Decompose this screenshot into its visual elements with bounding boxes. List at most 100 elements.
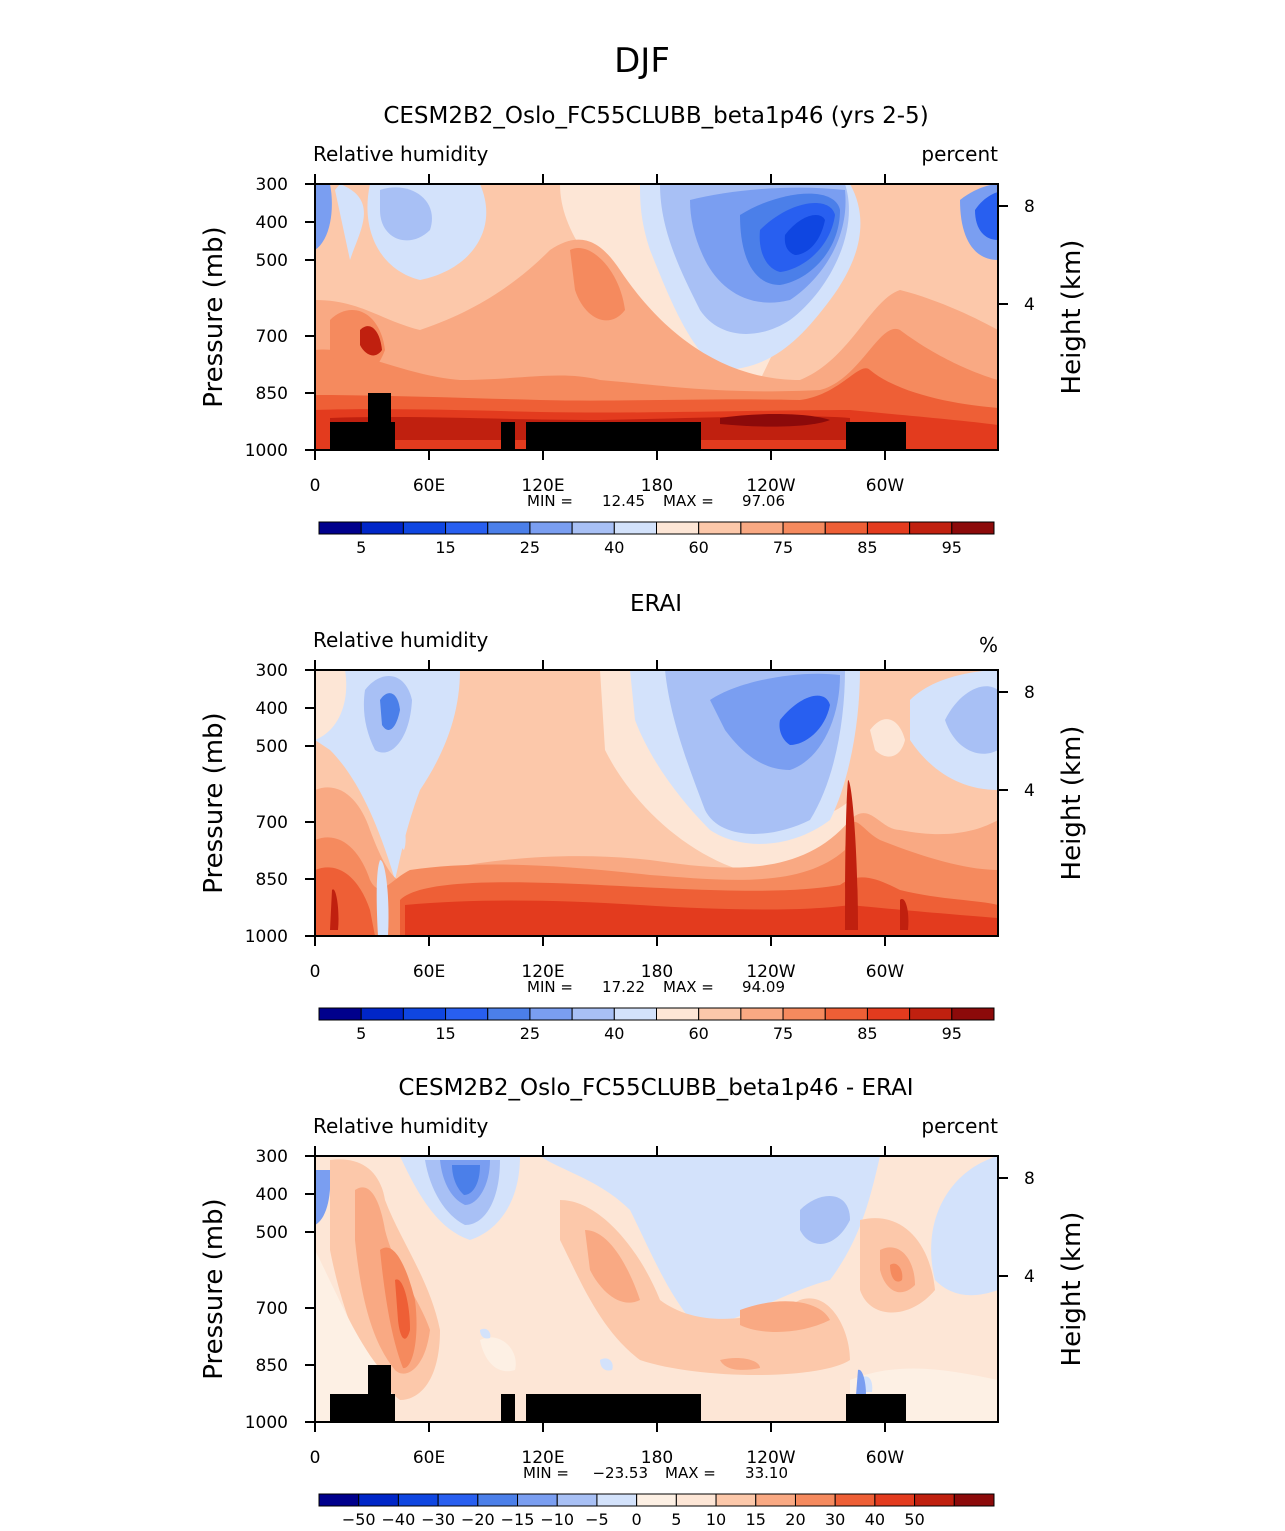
colorbar-box	[318, 1493, 360, 1507]
y-tick-label: 500	[256, 251, 288, 271]
contour-blue-darkest	[784, 215, 825, 255]
colorbar-label: 25	[520, 1024, 540, 1043]
y-tick-label: 700	[256, 1299, 288, 1319]
colorbar-label: −10	[540, 1510, 574, 1529]
colorbar-box	[953, 1493, 995, 1507]
max-label: MAX =	[663, 978, 714, 996]
min-value: 17.22	[602, 978, 645, 996]
x-tick-label: 180	[641, 476, 673, 496]
contour-pale-blue	[380, 187, 432, 241]
colorbar-box	[755, 1493, 796, 1507]
colorbar-box	[397, 1493, 439, 1507]
y2-tick-label: 4	[1024, 1267, 1035, 1287]
colorbar-label: 15	[435, 538, 455, 557]
panel-title: CESM2B2_Oslo_FC55CLUBB_beta1p46 - ERAI	[398, 1075, 913, 1101]
max-label: MAX =	[663, 492, 714, 510]
colorbar-box	[487, 1007, 531, 1021]
y-tick-label: 850	[256, 870, 288, 890]
x-tick-label: 120E	[521, 476, 564, 496]
colorbar-label: −15	[501, 1510, 535, 1529]
y-ticks	[305, 183, 1008, 451]
colorbar-box	[740, 521, 784, 535]
colorbar-box	[866, 1007, 911, 1021]
y-tick-label: 700	[256, 813, 288, 833]
y-tick-label: 400	[256, 213, 288, 233]
terrain-mask	[368, 1365, 391, 1395]
colorbar-box	[782, 521, 826, 535]
colorbar-box	[477, 1493, 519, 1507]
x-tick-label: 120E	[521, 1448, 564, 1468]
terrain-mask	[846, 1394, 906, 1422]
units-label: percent	[921, 142, 998, 166]
colorbar-box	[556, 1493, 598, 1507]
colorbar-label: 5	[356, 538, 366, 557]
y-tick-label: 300	[256, 175, 288, 195]
colorbar-label: 75	[773, 1024, 793, 1043]
colorbar-box	[571, 521, 615, 535]
terrain-mask	[526, 1394, 701, 1422]
colorbar-box	[445, 521, 489, 535]
colorbar: −50 −40 −30 −20 −15 −10 −5 0 5 10 15 20 30 40 50	[318, 1493, 995, 1529]
y-tick-label: 700	[256, 327, 288, 347]
contour-pale-blue-mid	[800, 1196, 850, 1244]
colorbar-box	[656, 1007, 700, 1021]
colorbar-box	[740, 1007, 784, 1021]
colorbar-box	[360, 521, 404, 535]
x-tick-label: 0	[310, 476, 321, 496]
contour-red-peak	[395, 1279, 410, 1339]
contour-max-core	[720, 414, 830, 427]
y2-tick-label: 4	[1024, 295, 1035, 315]
contour-field	[315, 1156, 998, 1422]
contour-local-peak	[360, 326, 382, 356]
panel-title: ERAI	[630, 591, 682, 617]
colorbar-box	[794, 1493, 836, 1507]
y-ticks	[305, 669, 1008, 937]
x-tick-label: 180	[641, 962, 673, 982]
colorbar-label: 95	[942, 538, 962, 557]
colorbar-box	[656, 521, 700, 535]
colorbar-label: 50	[904, 1510, 924, 1529]
x-tick-label: 180	[641, 1448, 673, 1468]
colorbar-label: 5	[671, 1510, 681, 1529]
colorbar-box	[402, 521, 447, 535]
colorbar-box	[613, 521, 657, 535]
y-ticks	[305, 1155, 1008, 1423]
x-tick-label: 0	[310, 1448, 321, 1468]
panel-obs: ERAI Relative humidity %	[199, 591, 1087, 1043]
max-value: 97.06	[742, 492, 785, 510]
colorbar-label: −5	[585, 1510, 609, 1529]
colorbar-label: −20	[461, 1510, 495, 1529]
x-tick-label: 60E	[413, 962, 445, 982]
colorbar-box	[782, 1007, 826, 1021]
y-tick-label: 1000	[245, 1413, 288, 1433]
y-tick-label: 300	[256, 1147, 288, 1167]
colorbar-label: −40	[382, 1510, 416, 1529]
colorbar-box	[487, 521, 531, 535]
colorbar-label: 75	[773, 538, 793, 557]
contour-blue-mid	[710, 673, 840, 770]
colorbar: 5 15 25 40 60 75 85 95	[318, 521, 995, 557]
min-value: −23.53	[592, 1464, 648, 1482]
contour-blue-left-core	[452, 1165, 480, 1195]
contour-lightblue-right	[931, 1156, 998, 1296]
colorbar-label: 20	[785, 1510, 805, 1529]
colorbar-label: 15	[435, 1024, 455, 1043]
y2-tick-label: 8	[1024, 683, 1035, 703]
colorbar-label: 40	[865, 1510, 885, 1529]
terrain-mask	[526, 422, 701, 450]
panel-title: CESM2B2_Oslo_FC55CLUBB_beta1p46 (yrs 2-5…	[383, 103, 928, 129]
colorbar-label: 25	[520, 538, 540, 557]
y-axis-label: Pressure (mb)	[199, 1198, 229, 1379]
x-tick-label: 60W	[866, 476, 905, 496]
y-tick-label: 1000	[245, 927, 288, 947]
contour-blue-right-core	[975, 192, 998, 240]
colorbar-label: 60	[689, 1024, 709, 1043]
panel-difference: CESM2B2_Oslo_FC55CLUBB_beta1p46 - ERAI R…	[199, 1075, 1087, 1529]
colorbar-box	[866, 521, 911, 535]
x-ticks	[314, 660, 886, 946]
colorbar-box	[613, 1007, 657, 1021]
colorbar-label: 60	[689, 538, 709, 557]
terrain-mask	[330, 1394, 395, 1422]
y-tick-label: 850	[256, 384, 288, 404]
colorbar-box	[358, 1493, 399, 1507]
